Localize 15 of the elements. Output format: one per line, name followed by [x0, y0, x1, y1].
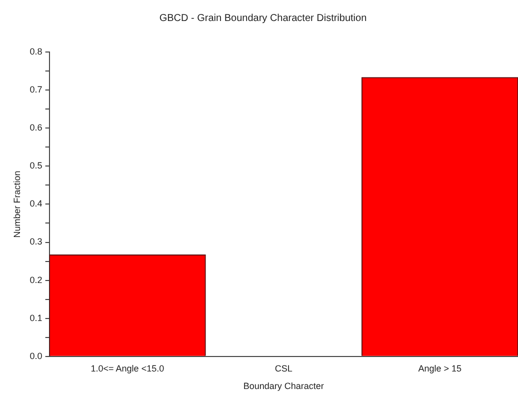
chart-title: GBCD - Grain Boundary Character Distribution: [159, 12, 367, 24]
x-tick-label: CSL: [274, 363, 292, 374]
y-tick-label: 0.8: [30, 46, 42, 56]
y-tick-label: 0.5: [30, 160, 42, 171]
y-axis-title: Number Fraction: [12, 170, 22, 238]
y-tick-label: 0.3: [30, 236, 42, 247]
y-tick-label: 0.7: [30, 84, 42, 95]
y-tick-label: 0.6: [30, 122, 42, 133]
x-axis-title: Boundary Character: [243, 381, 324, 392]
x-tick-label: 1.0<= Angle <15.0: [90, 363, 164, 374]
text: 0.0: [30, 350, 42, 361]
y-tick-label: 0.2: [30, 274, 42, 285]
y-tick-label: 0.4: [30, 198, 42, 209]
y-tick-label: 0.1: [30, 312, 42, 323]
x-tick-label: Angle > 15: [418, 363, 462, 374]
